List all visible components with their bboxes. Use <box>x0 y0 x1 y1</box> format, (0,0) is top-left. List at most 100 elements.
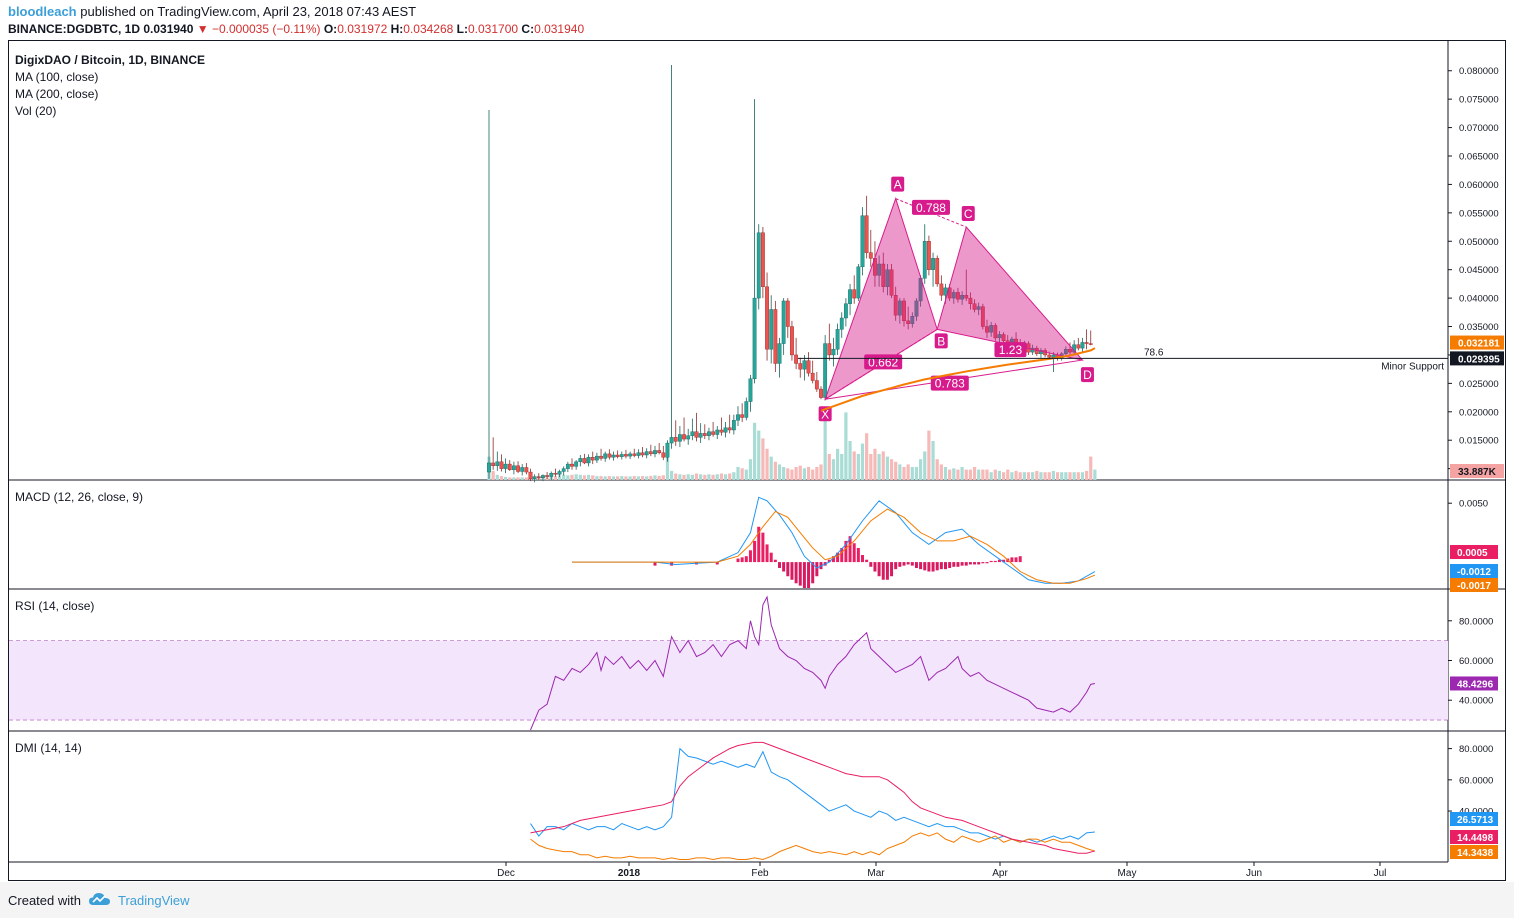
candle-body <box>532 476 537 480</box>
candle-body <box>740 414 745 418</box>
candle-body <box>686 435 691 440</box>
volume-bar <box>873 448 877 480</box>
rsi-line <box>530 595 1096 731</box>
volume-bar <box>624 476 628 480</box>
macd-histogram-bar <box>811 562 815 584</box>
price-tick-label: 0.040000 <box>1459 294 1499 305</box>
macd-histogram-bar <box>956 562 960 567</box>
di-minus-line <box>530 832 1096 860</box>
candle-body <box>972 303 977 310</box>
volume-bar <box>1068 472 1072 480</box>
macd-histogram-bar <box>885 562 889 580</box>
rsi-band <box>9 640 1448 721</box>
candle-body <box>624 454 628 457</box>
candle-body <box>877 263 882 276</box>
price-tick-label: 0.020000 <box>1459 407 1499 418</box>
volume-bar <box>831 459 836 480</box>
candle-body <box>781 300 786 344</box>
candle-body <box>586 457 591 464</box>
ratio-xd-label-bg <box>930 375 969 391</box>
rsi-value-bg <box>1450 676 1498 691</box>
candle-body <box>503 463 508 469</box>
volume-bar <box>711 474 715 480</box>
macd-line-value: -0.0012 <box>1457 567 1491 578</box>
volume-bar <box>757 430 761 480</box>
candle-body <box>640 452 645 456</box>
candle-body <box>669 437 674 444</box>
candlesticks <box>487 65 1093 483</box>
chart-canvas[interactable]: DigixDAO / Bitcoin, 1D, BINANCE MA (100,… <box>8 40 1506 882</box>
candle-body <box>1080 342 1085 349</box>
adx-value-bg <box>1450 830 1498 844</box>
rsi-plot: 80.0000 60.0000 40.0000 48.4296 <box>530 595 1498 731</box>
candle-body <box>619 454 624 457</box>
macd-histogram-bar <box>865 559 869 563</box>
main-pane-title: DigixDAO / Bitcoin, 1D, BINANCE <box>15 53 205 67</box>
last-price-label: 0.032181 <box>1458 339 1500 350</box>
footer-bar: Created with TradingView <box>0 882 1514 918</box>
di-plus-line <box>530 747 1095 843</box>
macd-histogram-bar <box>877 562 881 577</box>
volume-bar <box>728 473 732 480</box>
macd-histogram-bar <box>757 526 761 563</box>
signal-line <box>572 508 1096 584</box>
volume-bar <box>732 472 736 480</box>
volume-bar <box>927 430 931 480</box>
candle-body <box>765 286 769 350</box>
macd-histogram-bar <box>861 555 864 563</box>
candle-body <box>852 289 857 299</box>
candle-body <box>632 453 637 456</box>
macd-histogram-bar <box>782 562 786 572</box>
candle-body <box>819 388 823 398</box>
macd-histogram-bar <box>906 562 910 565</box>
price-tick-label: 0.045000 <box>1459 265 1499 276</box>
volume-bar <box>902 467 906 480</box>
pattern-point-d-label: D <box>1083 368 1092 382</box>
candle-body <box>516 465 520 472</box>
volume-bar <box>504 476 508 480</box>
candle-body <box>922 241 927 279</box>
fib-level-label: 78.6 <box>1144 347 1164 358</box>
author-link[interactable]: bloodleach <box>8 4 77 19</box>
symbol-ohlc-line: BINANCE:DGDBTC, 1D 0.031940 ▼ −0.000035 … <box>8 22 584 36</box>
volume-bar <box>557 475 562 480</box>
volume-bar <box>715 474 719 480</box>
volume-bar <box>524 477 528 480</box>
volume-bar <box>1031 472 1035 480</box>
macd-tick-label: 0.0050 <box>1459 499 1488 510</box>
tradingview-brand-link[interactable]: TradingView <box>118 893 190 908</box>
pattern-point-c-label-bg <box>961 206 975 222</box>
volume-bar <box>1060 472 1064 480</box>
macd-histogram-bar <box>914 562 918 568</box>
time-axis-labels: Dec 2018 Feb Mar Apr May Jun Jul <box>497 862 1386 879</box>
candle-body <box>549 472 554 477</box>
candle-body <box>665 442 670 458</box>
candle-body <box>785 300 790 327</box>
candle-body <box>885 269 890 287</box>
volume-bar <box>811 469 815 480</box>
volume-bar <box>948 469 952 480</box>
volume-bar <box>591 475 595 480</box>
macd-plot: 0.0050 0.0005 -0.0012 -0.0017 <box>572 496 1498 592</box>
volume-bar <box>790 469 794 480</box>
volume-bar <box>773 461 777 480</box>
price-change: ▼ −0.000035 (−0.11%) <box>196 22 321 36</box>
volume-bar <box>1055 472 1060 480</box>
candle-body <box>536 476 541 478</box>
macd-histogram-bar <box>935 562 939 571</box>
macd-histogram-bar <box>802 562 806 588</box>
volume-bar <box>516 477 520 480</box>
adx-value: 14.4498 <box>1457 833 1494 844</box>
candle-body <box>748 378 753 402</box>
macd-histogram-bar <box>848 536 852 563</box>
price-tick-label: 0.050000 <box>1459 237 1499 248</box>
candle-body <box>993 325 998 339</box>
macd-histogram-bar <box>790 562 794 580</box>
volume-bar <box>723 474 728 480</box>
candle-body <box>814 380 819 390</box>
candle-body <box>798 363 803 370</box>
pattern-point-a-label: A <box>894 178 902 192</box>
candle-body <box>487 462 491 473</box>
high-value: 0.034268 <box>403 22 454 36</box>
candle-body <box>603 453 608 459</box>
